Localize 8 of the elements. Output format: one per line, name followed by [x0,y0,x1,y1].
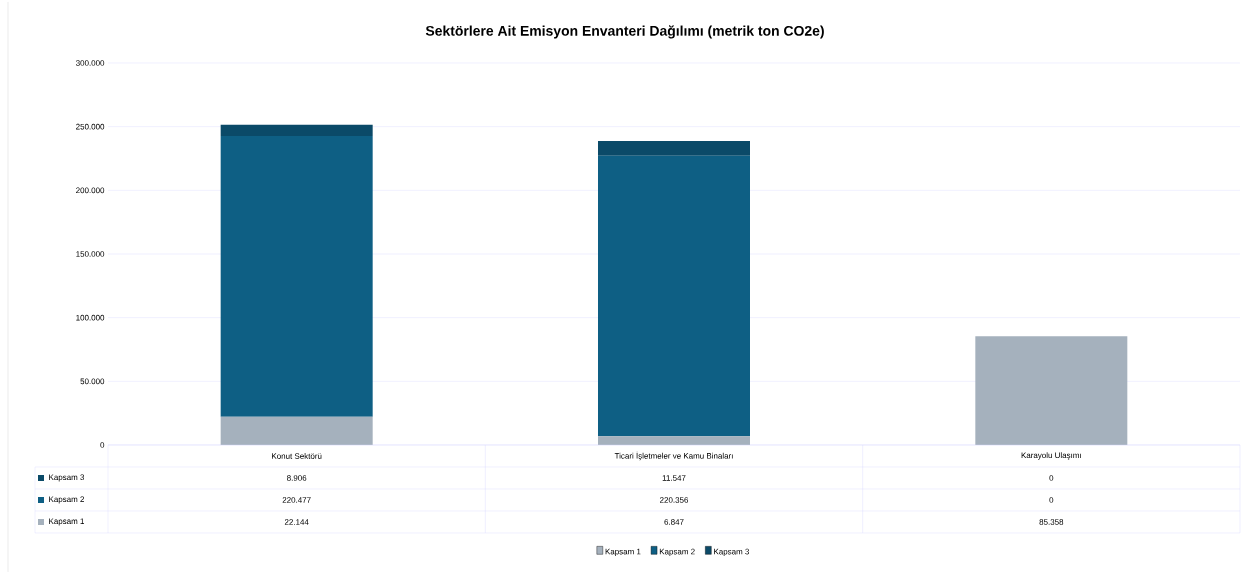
bar [598,436,750,445]
bar [220,136,373,417]
bar [598,140,750,156]
bar [220,124,373,137]
bar [598,155,750,437]
bar [975,336,1128,445]
chart-title: Sektörlere Ait Emisyon Envanteri Dağılımı (metrik ton CO2e) [425,25,824,39]
bar [220,416,373,445]
